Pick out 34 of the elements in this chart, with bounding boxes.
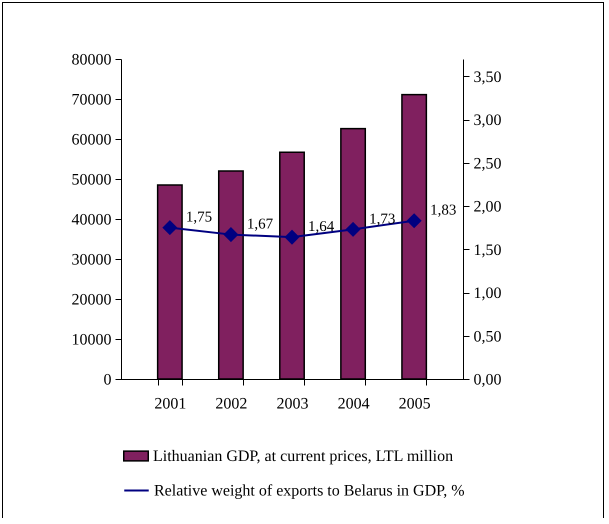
y-tick-label: 70000	[72, 92, 112, 108]
y-tick-label: 60000	[72, 132, 112, 148]
legend-label: Lithuanian GDP, at current prices, LTL million	[153, 448, 454, 465]
x-tick-label: 2003	[276, 396, 308, 412]
x-tick-label: 2002	[215, 396, 248, 412]
y2-tick-label: 2,50	[474, 155, 502, 172]
y-tick-label: 50000	[72, 172, 112, 188]
x-tick-label: 2001	[154, 396, 186, 412]
y-tick-label: 20000	[72, 292, 112, 308]
legend-label: Relative weight of exports to Belarus in GDP, %	[154, 482, 465, 500]
y2-tick-label: 1,00	[474, 285, 502, 302]
y-tick-label: 80000	[72, 52, 112, 68]
y-tick-label: 0	[104, 372, 112, 388]
y-tick-label: 30000	[72, 252, 112, 268]
y2-tick-label: 1,50	[474, 242, 502, 259]
point	[346, 222, 360, 236]
x-tick-label: 2005	[398, 396, 431, 412]
y-tick-label: 40000	[72, 212, 112, 228]
point	[284, 230, 300, 244]
data-label: 1,64	[308, 219, 335, 236]
point	[224, 227, 238, 242]
data-label: 1,83	[430, 202, 456, 219]
y-tick-label: 10000	[72, 332, 112, 348]
y2-tick-label: 3,00	[474, 112, 502, 130]
y2-tick-label: 0,50	[474, 328, 502, 346]
data-label: 1,73	[369, 211, 396, 228]
point	[162, 220, 177, 235]
point	[407, 214, 422, 228]
y2-tick-label: 0,00	[474, 372, 502, 388]
y2-tick-label: 3,50	[474, 68, 502, 86]
data-label: 1,75	[186, 210, 212, 226]
data-label: 1,67	[246, 216, 274, 233]
x-tick-label: 2004	[338, 396, 370, 412]
y2-tick-label: 2,00	[474, 198, 502, 216]
